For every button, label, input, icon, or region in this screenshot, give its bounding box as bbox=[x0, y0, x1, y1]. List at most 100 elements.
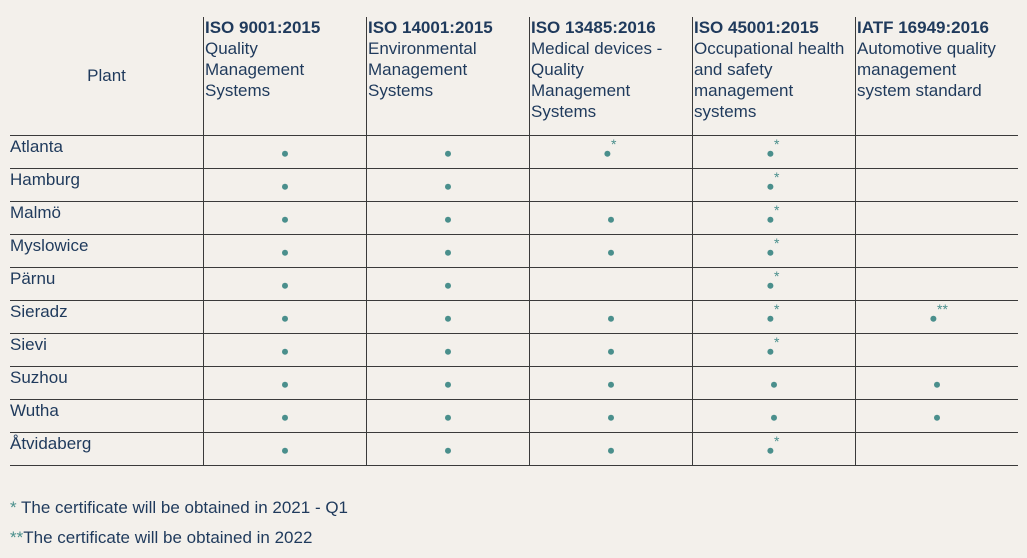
standard-description-line: Medical devices - bbox=[531, 39, 663, 58]
table-row: Sieradz * ** bbox=[10, 301, 1018, 334]
certification-cell bbox=[529, 301, 692, 333]
pending-asterisk-mark: * bbox=[774, 136, 780, 152]
standard-description-line: Systems bbox=[368, 81, 434, 100]
table-row: Sievi * bbox=[10, 334, 1018, 367]
plant-name: Malmö bbox=[10, 203, 62, 222]
certification-cell bbox=[529, 169, 692, 201]
table-row: Myslowice * bbox=[10, 235, 1018, 268]
certified-dot-icon bbox=[767, 315, 774, 322]
standard-description-line: Quality bbox=[205, 39, 258, 58]
certification-cell bbox=[203, 301, 366, 333]
certified-dot-icon bbox=[608, 216, 614, 223]
certification-cell bbox=[203, 367, 366, 399]
standard-description-line: Systems bbox=[531, 102, 597, 121]
table-row: Hamburg * bbox=[10, 169, 1018, 202]
certification-cell bbox=[366, 301, 529, 333]
certified-dot-icon bbox=[767, 282, 774, 289]
certification-cell bbox=[855, 334, 1018, 366]
certified-dot-icon bbox=[282, 150, 288, 157]
plant-name: Suzhou bbox=[10, 368, 68, 387]
standard-code: ISO 13485:2016 bbox=[531, 18, 656, 37]
certification-cell bbox=[366, 235, 529, 267]
certified-dot-icon bbox=[445, 249, 451, 256]
plant-name: Myslowice bbox=[10, 236, 89, 255]
certification-cell bbox=[855, 235, 1018, 267]
footnote-2021: * The certificate will be obtained in 20… bbox=[10, 498, 348, 528]
certified-dot-icon bbox=[771, 414, 777, 421]
standard-description-line: management bbox=[694, 81, 794, 100]
footnote-symbol: ** bbox=[10, 528, 24, 547]
certification-cell bbox=[203, 136, 366, 168]
standard-code: ISO 9001:2015 bbox=[205, 18, 321, 37]
table-row: Malmö * bbox=[10, 202, 1018, 235]
certification-cell: * bbox=[692, 235, 855, 267]
standard-description-line: system standard bbox=[857, 81, 982, 100]
pending-asterisk-mark: * bbox=[774, 268, 780, 284]
standard-code: ISO 45001:2015 bbox=[694, 18, 819, 37]
certified-dot-icon bbox=[767, 348, 774, 355]
plant-name: Sieradz bbox=[10, 302, 68, 321]
certification-cell: * bbox=[692, 433, 855, 465]
certified-dot-icon bbox=[282, 381, 288, 388]
certification-cell: * bbox=[692, 136, 855, 168]
certification-cell bbox=[203, 202, 366, 234]
standard-description-line: Management bbox=[205, 60, 305, 79]
footnote-text: The certificate will be obtained in 2022 bbox=[23, 528, 313, 547]
certification-cell bbox=[529, 433, 692, 465]
standard-description-line: Environmental bbox=[368, 39, 477, 58]
certification-cell bbox=[855, 136, 1018, 168]
certification-cell bbox=[855, 268, 1018, 300]
standard-description-line: Automotive quality bbox=[857, 39, 996, 58]
pending-asterisk-mark: ** bbox=[937, 301, 948, 317]
pending-asterisk-mark: * bbox=[774, 169, 780, 185]
certified-dot-icon bbox=[608, 348, 614, 355]
footnotes: * The certificate will be obtained in 20… bbox=[10, 498, 348, 558]
pending-asterisk-mark: * bbox=[774, 202, 780, 218]
certification-cell bbox=[203, 235, 366, 267]
pending-asterisk-mark: * bbox=[611, 136, 617, 152]
certification-cell bbox=[203, 268, 366, 300]
certification-cell bbox=[366, 400, 529, 432]
certification-cell bbox=[855, 433, 1018, 465]
pending-asterisk-mark: * bbox=[774, 235, 780, 251]
certification-cell: * bbox=[692, 202, 855, 234]
certification-cell: * bbox=[692, 334, 855, 366]
certification-cell bbox=[855, 367, 1018, 399]
certified-dot-icon bbox=[767, 447, 774, 454]
certified-dot-icon bbox=[282, 216, 288, 223]
plant-name: Pärnu bbox=[10, 269, 56, 288]
pending-asterisk-mark: * bbox=[774, 433, 780, 449]
certified-dot-icon bbox=[767, 150, 774, 157]
certified-dot-icon bbox=[608, 249, 614, 256]
certified-dot-icon bbox=[445, 348, 451, 355]
standard-code: IATF 16949:2016 bbox=[857, 18, 989, 37]
pending-asterisk-mark: * bbox=[774, 301, 780, 317]
certified-dot-icon bbox=[767, 249, 774, 256]
certification-cell bbox=[529, 334, 692, 366]
certification-cell bbox=[203, 169, 366, 201]
certification-cell bbox=[366, 169, 529, 201]
certification-cell bbox=[855, 400, 1018, 432]
certified-dot-icon bbox=[445, 414, 451, 421]
certification-cell bbox=[692, 400, 855, 432]
certification-cell bbox=[203, 334, 366, 366]
certification-cell bbox=[366, 433, 529, 465]
certification-cell bbox=[529, 367, 692, 399]
standard-code: ISO 14001:2015 bbox=[368, 18, 493, 37]
plant-name: Wutha bbox=[10, 401, 59, 420]
standard-description-line: Management bbox=[368, 60, 468, 79]
certified-dot-icon bbox=[445, 315, 451, 322]
certified-dot-icon bbox=[930, 315, 937, 322]
certified-dot-icon bbox=[445, 216, 451, 223]
standard-column-header: IATF 16949:2016 Automotive quality managem… bbox=[855, 17, 1018, 135]
plant-column-header: Plant bbox=[87, 66, 126, 85]
standard-description-line: systems bbox=[694, 102, 757, 121]
table-row: Atlanta * * bbox=[10, 136, 1018, 169]
certification-cell bbox=[529, 400, 692, 432]
certified-dot-icon bbox=[282, 447, 288, 454]
standard-description-line: Management bbox=[531, 81, 631, 100]
table-header: Plant ISO 9001:2015 Quality Management Syst… bbox=[10, 17, 1018, 136]
plant-name: Åtvidaberg bbox=[10, 434, 92, 453]
standard-column-header: ISO 14001:2015 Environmental Management Sys… bbox=[366, 17, 529, 135]
standard-description-line: Systems bbox=[205, 81, 271, 100]
